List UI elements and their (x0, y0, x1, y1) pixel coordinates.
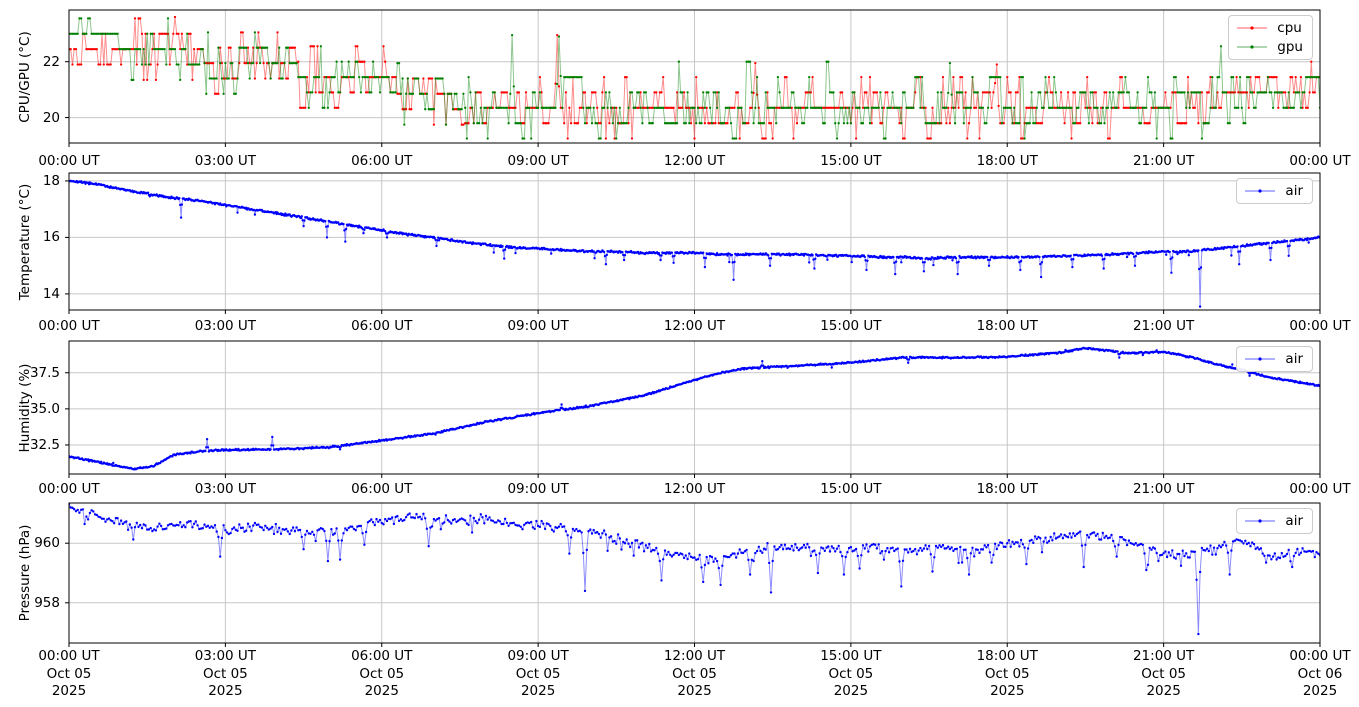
x-tick-label: 12:00 UT (664, 153, 725, 171)
legend-air: air (1236, 508, 1313, 534)
x-tick-label: 00:00 UT (38, 318, 99, 336)
y-tick-label: 14 (0, 286, 60, 302)
x-tick-label: 15:00 UTOct 052025 (820, 648, 881, 701)
x-tick-label: 09:00 UT (507, 153, 568, 171)
legend-entry-air: air (1244, 351, 1303, 367)
x-tick-label: 15:00 UT (820, 153, 881, 171)
x-tick-label: 18:00 UT (977, 153, 1038, 171)
x-tick-label: 12:00 UTOct 052025 (664, 648, 725, 701)
x-tick-label: 09:00 UT (507, 318, 568, 336)
x-tick-label: 18:00 UT (977, 318, 1038, 336)
x-tick-label: 00:00 UTOct 062025 (1289, 648, 1350, 701)
x-tick-label: 18:00 UTOct 052025 (977, 648, 1038, 701)
x-tick-label: 09:00 UTOct 052025 (507, 648, 568, 701)
y-tick-label: 16 (0, 229, 60, 245)
legend-line-sample-air (1244, 354, 1276, 364)
x-tick-label: 06:00 UT (351, 318, 412, 336)
panel-temperature (62, 173, 1327, 318)
x-tick-label: 03:00 UT (195, 318, 256, 336)
x-tick-label: 21:00 UTOct 052025 (1133, 648, 1194, 701)
y-tick-label: 35.0 (0, 401, 60, 417)
x-tick-label: 18:00 UT (977, 481, 1038, 499)
legend-label-air: air (1285, 513, 1303, 529)
legend-entry-air: air (1244, 183, 1303, 199)
legend-air: air (1236, 178, 1313, 204)
x-tick-label: 06:00 UT (351, 481, 412, 499)
legend-air: air (1236, 346, 1313, 372)
legend-entry-air: air (1244, 513, 1303, 529)
panel-cpu-gpu (62, 10, 1327, 151)
legend-label-air: air (1285, 183, 1303, 199)
x-tick-label: 00:00 UT (1289, 318, 1350, 336)
x-tick-label: 03:00 UT (195, 481, 256, 499)
x-tick-label: 03:00 UTOct 052025 (195, 648, 256, 701)
x-tick-label: 06:00 UTOct 052025 (351, 648, 412, 701)
x-tick-label: 00:00 UT (38, 481, 99, 499)
legend-entry-gpu: gpu (1236, 39, 1303, 55)
x-tick-label: 21:00 UT (1133, 481, 1194, 499)
legend-line-sample-air (1244, 186, 1276, 196)
x-tick-label: 00:00 UTOct 052025 (38, 648, 99, 701)
x-tick-label: 21:00 UT (1133, 153, 1194, 171)
panel-humidity (62, 341, 1327, 482)
legend-line-sample-gpu (1236, 42, 1268, 52)
x-tick-label: 15:00 UT (820, 318, 881, 336)
x-tick-label: 21:00 UT (1133, 318, 1194, 336)
x-tick-label: 09:00 UT (507, 481, 568, 499)
legend-entry-cpu: cpu (1236, 20, 1303, 36)
x-tick-label: 06:00 UT (351, 153, 412, 171)
y-tick-label: 18 (0, 173, 60, 189)
legend-line-sample-cpu (1236, 23, 1268, 33)
x-tick-label: 12:00 UT (664, 481, 725, 499)
x-tick-label: 00:00 UT (1289, 153, 1350, 171)
y-tick-label: 20 (0, 110, 60, 126)
legend-cpu-gpu: cpu gpu (1228, 15, 1313, 60)
y-tick-label: 37.5 (0, 365, 60, 381)
y-tick-label: 22 (0, 54, 60, 70)
legend-label-air: air (1285, 351, 1303, 367)
x-tick-label: 15:00 UT (820, 481, 881, 499)
legend-line-sample-air (1244, 516, 1276, 526)
x-tick-label: 03:00 UT (195, 153, 256, 171)
x-tick-label: 00:00 UT (1289, 481, 1350, 499)
x-tick-label: 12:00 UT (664, 318, 725, 336)
legend-label-cpu: cpu (1277, 20, 1302, 36)
environment-monitor-figure: CPU/GPU (°C) Temperature (°C) Humidity (… (0, 0, 1359, 707)
y-tick-label: 958 (0, 595, 60, 611)
y-tick-label: 32.5 (0, 437, 60, 453)
x-tick-label: 00:00 UT (38, 153, 99, 171)
panel-pressure (62, 503, 1327, 651)
legend-label-gpu: gpu (1277, 39, 1303, 55)
y-tick-label: 960 (0, 535, 60, 551)
